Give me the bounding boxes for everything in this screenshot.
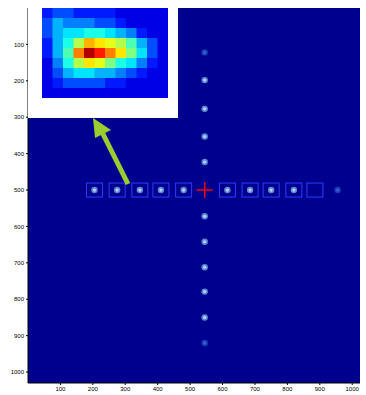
svg-text:400: 400 — [153, 386, 164, 392]
svg-text:1000: 1000 — [11, 369, 25, 375]
svg-text:600: 600 — [218, 386, 229, 392]
svg-text:100: 100 — [14, 42, 25, 48]
svg-text:600: 600 — [14, 224, 25, 230]
svg-text:800: 800 — [14, 296, 25, 302]
svg-text:700: 700 — [14, 260, 25, 266]
svg-text:900: 900 — [315, 386, 326, 392]
svg-text:400: 400 — [14, 151, 25, 157]
svg-text:300: 300 — [14, 114, 25, 120]
svg-text:700: 700 — [250, 386, 261, 392]
svg-text:800: 800 — [282, 386, 293, 392]
svg-text:300: 300 — [120, 386, 131, 392]
svg-text:500: 500 — [14, 187, 25, 193]
svg-text:500: 500 — [185, 386, 196, 392]
svg-text:200: 200 — [88, 386, 99, 392]
svg-text:100: 100 — [55, 386, 66, 392]
svg-text:900: 900 — [14, 333, 25, 339]
svg-text:1000: 1000 — [346, 386, 360, 392]
svg-text:200: 200 — [14, 78, 25, 84]
